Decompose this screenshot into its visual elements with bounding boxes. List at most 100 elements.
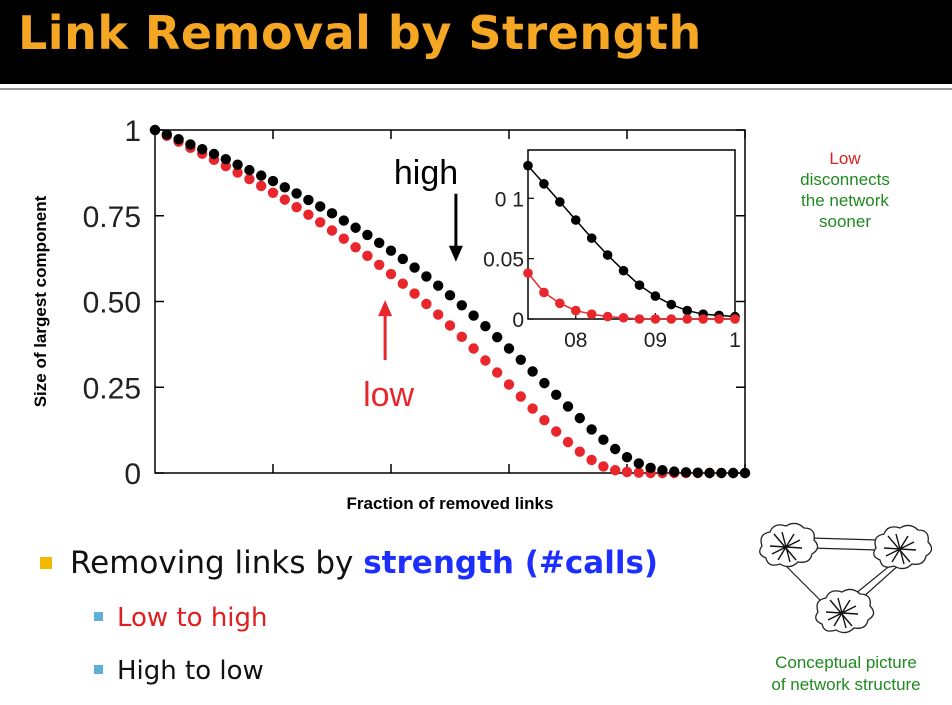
data-point-high <box>149 124 161 136</box>
data-point-high <box>173 134 184 145</box>
data-point-low <box>244 173 255 185</box>
data-point-high <box>621 452 633 463</box>
inset-point-low <box>698 314 708 324</box>
data-point-low <box>621 466 633 478</box>
data-point-high <box>586 424 597 435</box>
data-point-high <box>315 201 326 212</box>
inset-point-high <box>523 160 533 171</box>
network-concept-illustration <box>759 522 932 634</box>
data-point-high <box>267 175 279 187</box>
y-tick-label: 0.25 <box>83 372 141 405</box>
sub-bullet-text: Low to high <box>117 603 268 633</box>
data-point-high <box>704 467 715 479</box>
data-point-low <box>539 414 550 426</box>
bullet-main-highlight: strength (#calls) <box>363 545 659 581</box>
inset-point-low <box>650 314 661 324</box>
inset-x-tick-label: 08 <box>564 329 587 352</box>
data-point-low <box>586 454 597 466</box>
inset-point-low <box>570 305 581 316</box>
sub-bullet-square-icon <box>94 665 103 674</box>
data-point-low <box>256 180 267 192</box>
annotation-arrowhead-low <box>378 300 393 317</box>
data-point-high <box>397 253 408 265</box>
data-point-low <box>527 403 538 414</box>
data-point-high <box>562 401 574 412</box>
inset-point-low <box>666 314 677 324</box>
inset-point-high <box>666 299 677 310</box>
inset-point-high <box>634 280 645 290</box>
title-divider <box>0 88 952 90</box>
data-point-high <box>468 310 479 321</box>
data-point-high <box>692 467 703 478</box>
inset-y-tick-label: 0.05 <box>483 249 524 272</box>
data-point-high <box>492 331 503 343</box>
note-line-3: the network <box>801 191 889 210</box>
data-point-high <box>220 153 231 165</box>
data-point-high <box>409 262 420 273</box>
inter-cluster-link <box>781 561 821 601</box>
y-tick-label: 0 <box>124 458 141 491</box>
data-point-high <box>185 139 196 150</box>
data-point-high <box>503 343 515 354</box>
data-point-high <box>208 148 220 160</box>
note-line-1: Low <box>829 149 861 168</box>
data-point-high <box>716 467 727 479</box>
data-point-low <box>338 233 349 244</box>
inset-point-low <box>523 268 533 278</box>
data-point-high <box>456 300 467 311</box>
data-point-high <box>279 182 290 193</box>
inset-point-low <box>586 309 597 319</box>
data-point-high <box>739 467 751 479</box>
data-point-low <box>362 250 373 262</box>
inset-point-low <box>539 287 549 298</box>
bullet-main-text: Removing links by <box>70 545 364 581</box>
bullet-main: Removing links by strength (#calls) <box>40 545 658 581</box>
data-point-low <box>562 436 574 448</box>
annotation-arrowhead-high <box>448 245 463 262</box>
inset-point-low <box>618 312 629 323</box>
data-point-low <box>492 367 503 378</box>
data-point-high <box>256 170 267 181</box>
inset-point-low <box>714 314 724 324</box>
y-axis-label: Size of largest component <box>31 195 50 407</box>
data-point-high <box>303 194 314 206</box>
title-bar: Link Removal by Strength <box>0 0 952 84</box>
inset-x-tick-label: 1 <box>729 329 741 352</box>
inter-cluster-link <box>809 547 879 551</box>
data-point-high <box>657 465 668 476</box>
inset-point-low <box>730 314 740 324</box>
data-point-high <box>385 245 397 256</box>
data-point-low <box>315 217 326 228</box>
data-point-high <box>197 144 208 155</box>
data-point-low <box>385 268 397 280</box>
data-point-high <box>480 320 491 332</box>
note-line-2: disconnects <box>800 170 890 189</box>
inset-point-high <box>539 179 549 189</box>
data-point-high <box>633 458 644 469</box>
data-point-high <box>669 466 680 477</box>
data-point-low <box>444 320 456 331</box>
data-point-low <box>350 242 361 253</box>
note-line-4: sooner <box>819 212 871 231</box>
inset-x-tick-label: 09 <box>644 329 667 352</box>
annotation-label-high: high <box>394 154 458 192</box>
data-point-low <box>468 343 479 354</box>
data-point-high <box>433 280 444 291</box>
data-point-low <box>480 355 491 366</box>
inset-point-low <box>634 314 645 324</box>
data-point-high <box>610 443 621 455</box>
data-point-high <box>244 164 255 176</box>
inset-y-tick-label: 0 <box>512 309 524 332</box>
inter-cluster-link <box>861 563 901 599</box>
inset-frame <box>527 149 736 320</box>
data-point-low <box>291 201 302 213</box>
data-point-low <box>551 426 562 437</box>
chart-note: Low disconnects the network sooner <box>770 148 920 232</box>
bullet-square-icon <box>40 556 52 569</box>
data-point-low <box>503 379 515 390</box>
inset-y-tick-label: 0 1 <box>495 188 524 211</box>
inter-cluster-link <box>809 537 879 541</box>
inset-point-high <box>586 233 597 243</box>
inset-point-high <box>555 197 565 207</box>
data-point-high <box>291 188 302 199</box>
